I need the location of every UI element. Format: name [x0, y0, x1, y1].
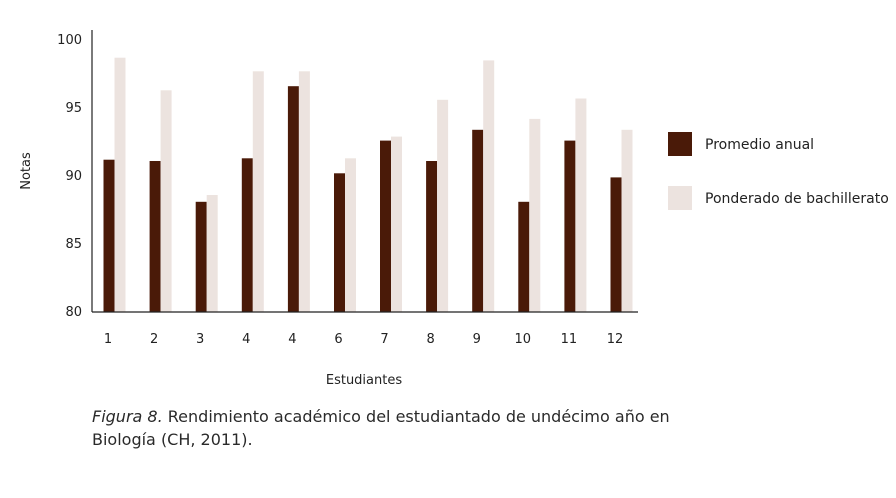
figure-caption: Figura 8. Rendimiento académico del estu…	[92, 405, 692, 451]
y-tick-label: 95	[65, 101, 82, 116]
bar-ponderado-9	[483, 60, 495, 313]
bar-ponderado-1	[114, 57, 126, 313]
bar-promedio-2	[149, 161, 161, 312]
bar-ponderado-11	[575, 98, 587, 312]
legend-label-ponderado: Ponderado de bachillerato	[705, 191, 889, 207]
x-tick-label: 4	[242, 332, 250, 347]
bar-ponderado-6	[345, 158, 356, 312]
bar-promedio-5	[287, 86, 299, 312]
bar-promedio-10	[518, 201, 530, 312]
y-tick-label: 80	[65, 305, 82, 320]
bar-promedio-6	[334, 173, 345, 312]
legend: Promedio anual Ponderado de bachillerato	[668, 132, 889, 210]
bar-ponderado-3	[206, 195, 218, 312]
legend-swatch-ponderado	[668, 186, 692, 210]
x-tick-label: 8	[426, 332, 434, 347]
x-axis-title: Estudiantes	[326, 373, 402, 388]
bar-ponderado-4	[252, 71, 264, 312]
x-tick-label: 4	[288, 332, 296, 347]
bar-ponderado-8	[437, 99, 449, 312]
x-tick-label: 2	[150, 332, 158, 347]
x-tick-label: 10	[515, 332, 532, 347]
y-tick-label: 90	[65, 169, 82, 184]
bar-promedio-7	[380, 140, 391, 312]
bar-promedio-3	[195, 201, 207, 312]
x-tick-label: 7	[380, 332, 388, 347]
bar-promedio-12	[610, 177, 622, 312]
x-tick-labels: 1 2 3 4 4 6 7 8 9 10 11 12	[104, 332, 623, 347]
x-tick-label: 11	[561, 332, 578, 347]
bar-ponderado-5	[298, 71, 310, 312]
x-tick-label: 6	[334, 332, 342, 347]
x-tick-label: 3	[196, 332, 204, 347]
x-tick-label: 12	[607, 332, 624, 347]
bar-promedio-4	[241, 158, 253, 312]
bar-promedio-9	[472, 129, 484, 312]
figure-label: Figura 8.	[92, 407, 163, 426]
bar-ponderado-7	[391, 136, 402, 312]
bar-promedio-11	[564, 140, 576, 312]
y-tick-labels: 80 85 90 95 100	[57, 33, 82, 320]
y-axis-title: Notas	[19, 152, 34, 190]
bar-ponderado-12	[621, 129, 633, 312]
bar-promedio-8	[426, 161, 438, 312]
bar-ponderado-2	[160, 90, 172, 312]
x-tick-label: 1	[104, 332, 112, 347]
bar-ponderado-10	[529, 118, 541, 313]
x-tick-label: 9	[473, 332, 481, 347]
y-tick-label: 85	[65, 237, 82, 252]
y-tick-label: 100	[57, 33, 82, 48]
bars-group	[103, 57, 633, 313]
caption-text: Rendimiento académico del estudiantado d…	[92, 407, 670, 449]
legend-swatch-promedio	[668, 132, 692, 156]
legend-label-promedio: Promedio anual	[705, 137, 814, 153]
bar-promedio-1	[103, 159, 115, 312]
